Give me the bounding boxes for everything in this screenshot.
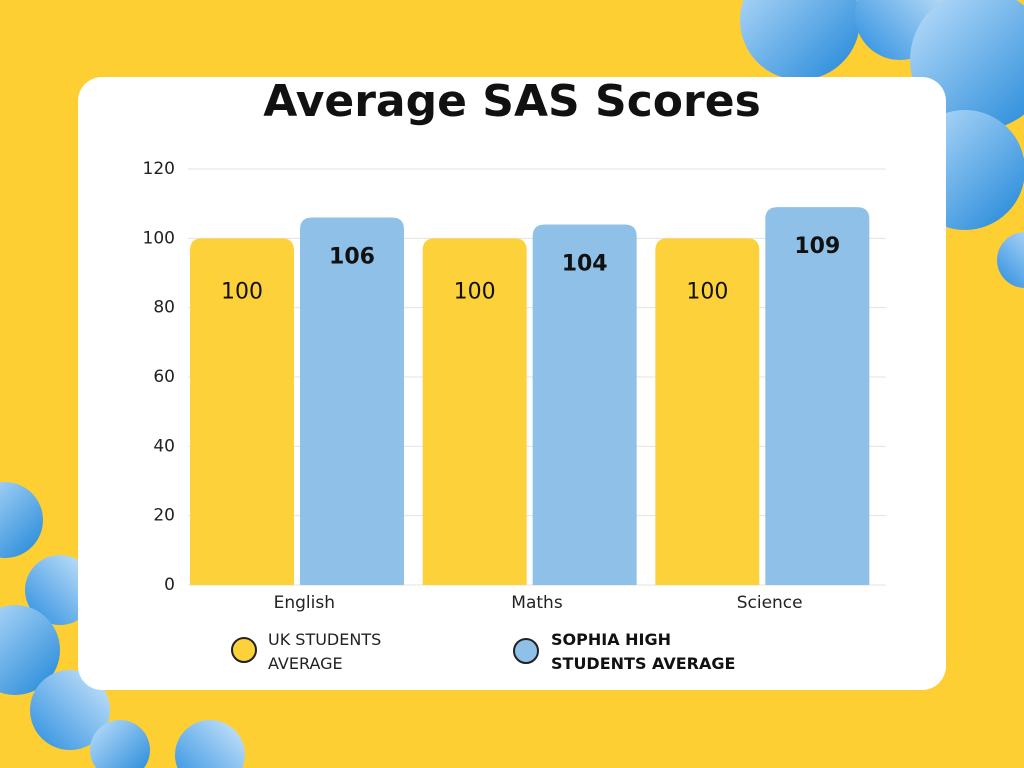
x-tick-label: English: [274, 593, 335, 613]
bar: [422, 238, 527, 586]
legend-entry: SOPHIA HIGH STUDENTS AVERAGE: [551, 630, 736, 673]
data-label: 100: [454, 279, 496, 304]
legend-swatch: [513, 638, 539, 664]
bar: [532, 224, 637, 585]
x-tick-label: Maths: [511, 593, 563, 613]
x-tick-label: Science: [737, 593, 803, 613]
bar: [655, 238, 760, 586]
bar: [190, 238, 294, 586]
chart-title: Average SAS Scores: [263, 76, 761, 127]
data-label: 100: [686, 279, 728, 304]
data-label: 100: [221, 279, 263, 304]
legend-label: SOPHIA HIGH STUDENTS AVERAGE: [551, 630, 736, 673]
bar: [765, 207, 870, 585]
legend-label: UK STUDENTS AVERAGE: [268, 630, 382, 673]
legend-entry: UK STUDENTS AVERAGE: [268, 630, 382, 673]
data-label: 104: [562, 251, 608, 276]
bar: [300, 217, 404, 586]
data-label: 109: [794, 234, 840, 259]
legend-swatch: [231, 637, 257, 663]
data-label: 106: [329, 245, 375, 270]
y-tick-label: 0: [164, 575, 175, 595]
y-tick-label: 100: [143, 228, 175, 248]
y-tick-label: 40: [153, 436, 175, 456]
y-tick-label: 120: [143, 159, 175, 179]
y-tick-label: 80: [153, 298, 175, 318]
y-tick-label: 20: [153, 506, 175, 526]
y-tick-label: 60: [153, 367, 175, 387]
